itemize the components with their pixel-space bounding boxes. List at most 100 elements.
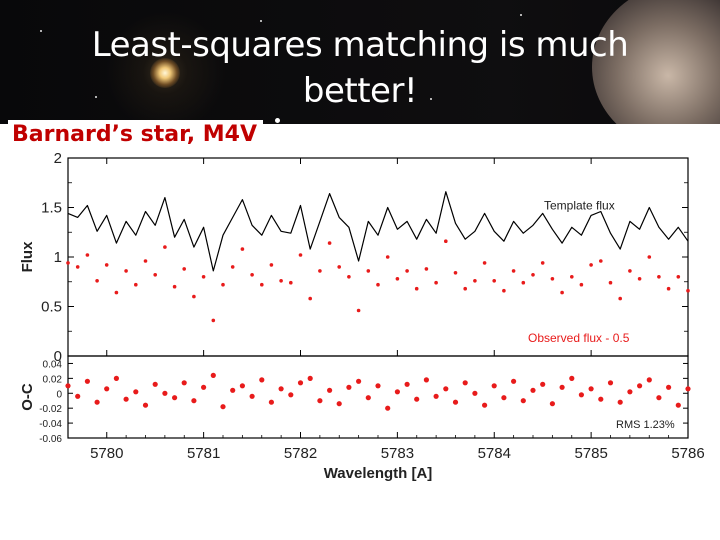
residual-ytick-label: 0.04 xyxy=(43,359,63,370)
observed-flux-point xyxy=(230,265,235,269)
residual-point xyxy=(142,402,149,408)
observed-flux-point xyxy=(502,288,506,293)
residual-point xyxy=(569,375,575,381)
observed-flux-point xyxy=(221,282,225,287)
observed-flux-point xyxy=(550,277,555,281)
observed-flux-point xyxy=(85,253,90,257)
observed-flux-point xyxy=(395,277,400,281)
observed-flux-point xyxy=(298,253,303,257)
title-banner: Least-squares matching is much better! xyxy=(0,0,720,124)
observed-flux-point xyxy=(66,261,70,265)
residual-point xyxy=(520,398,526,404)
residual-ytick-label: 0 xyxy=(56,389,62,400)
residual-point xyxy=(404,381,410,387)
observed-flux-point xyxy=(579,282,584,287)
observed-flux-point xyxy=(463,286,468,291)
observed-flux-point xyxy=(492,279,497,283)
residual-point xyxy=(394,389,400,395)
flux-ytick-label: 2 xyxy=(54,150,62,167)
residual-point xyxy=(588,386,594,392)
observed-flux-point xyxy=(172,284,177,289)
residual-point xyxy=(607,380,614,386)
residual-point xyxy=(675,402,681,408)
residual-point xyxy=(385,405,391,411)
flux-ytick-label: 1 xyxy=(54,249,62,266)
observed-flux-point xyxy=(376,282,380,287)
residual-point xyxy=(559,384,565,390)
residual-point xyxy=(210,372,216,378)
xtick-label: 5781 xyxy=(187,445,220,462)
residual-point xyxy=(113,375,119,381)
star-glow-image xyxy=(150,58,180,88)
residual-point xyxy=(462,380,468,386)
observed-flux-point xyxy=(269,263,274,267)
residual-point xyxy=(133,389,139,395)
residual-ytick-label: -0.06 xyxy=(39,434,62,445)
observed-flux-point xyxy=(473,279,477,283)
observed-flux-point xyxy=(511,269,516,273)
flux-ytick-label: 0.5 xyxy=(41,299,62,316)
flux-ytick-label: 1.5 xyxy=(41,200,62,217)
residual-point xyxy=(336,401,342,407)
residual-point xyxy=(510,378,517,384)
observed-flux-point xyxy=(327,241,332,245)
observed-flux-point xyxy=(657,275,661,279)
observed-flux-point xyxy=(453,271,458,275)
residual-ytick-label: -0.02 xyxy=(39,404,62,415)
residual-ytick-label: -0.04 xyxy=(39,419,62,430)
observed-flux-point xyxy=(637,277,642,281)
flux-panel: 0 0.5 1 1.5 2 Flux Template flux Observed flux … xyxy=(19,150,690,365)
residual-point xyxy=(259,377,265,383)
observed-flux-point xyxy=(279,279,283,283)
xtick-label: 5785 xyxy=(574,445,607,462)
residual-point xyxy=(685,386,691,392)
residual-point xyxy=(191,398,197,404)
residual-point xyxy=(181,380,187,386)
residual-point xyxy=(123,396,129,402)
background-star xyxy=(95,96,97,98)
observed-flux-point xyxy=(444,239,448,243)
residual-point xyxy=(540,381,546,387)
observed-flux-point xyxy=(647,255,652,259)
observed-flux-point xyxy=(289,280,293,285)
residual-point xyxy=(65,383,71,389)
residual-point xyxy=(307,375,313,381)
observed-flux-point xyxy=(124,269,128,273)
xtick-label: 5783 xyxy=(381,445,414,462)
observed-flux-point xyxy=(385,255,390,259)
observed-flux-point xyxy=(182,267,186,271)
observed-flux-point xyxy=(666,286,671,291)
residual-point xyxy=(423,377,429,383)
residual-point xyxy=(472,390,478,396)
residual-point xyxy=(482,402,488,408)
residual-point xyxy=(491,383,497,389)
residual-axes-frame xyxy=(67,355,689,439)
background-star xyxy=(520,14,522,16)
residual-point xyxy=(75,393,81,399)
residual-point xyxy=(172,395,178,401)
residual-point xyxy=(104,386,110,392)
observed-flux-point xyxy=(424,267,429,271)
template-flux-label: Template flux xyxy=(544,199,615,213)
residual-point xyxy=(443,386,449,392)
observed-flux-point xyxy=(114,290,119,295)
observed-flux-point xyxy=(570,275,574,279)
observed-flux-point xyxy=(308,296,313,301)
background-star xyxy=(275,118,280,123)
xtick-label: 5786 xyxy=(671,445,704,462)
xtick-label: 5784 xyxy=(478,445,511,462)
residual-point xyxy=(152,381,158,387)
residual-point xyxy=(327,387,333,393)
residual-point xyxy=(530,387,536,393)
residual-point xyxy=(549,401,556,407)
observed-flux-point xyxy=(560,290,564,295)
observed-flux-point xyxy=(356,308,361,313)
residual-point xyxy=(239,383,245,389)
observed-flux-point xyxy=(250,273,254,277)
residual-point xyxy=(346,384,352,390)
observed-flux-point xyxy=(676,275,681,279)
residual-point xyxy=(433,393,439,399)
observed-flux-point xyxy=(540,261,545,265)
residual-point xyxy=(230,387,236,393)
